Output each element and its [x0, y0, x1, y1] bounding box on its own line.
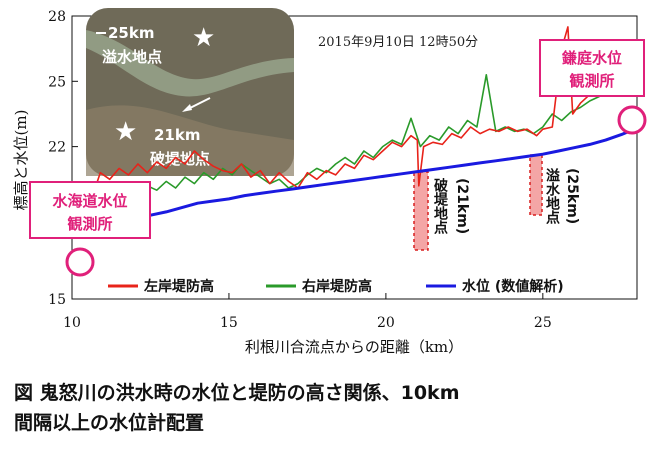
legend-water-level-label: 水位 (数値解析)	[462, 278, 564, 295]
photo-flow-arrowhead	[182, 104, 192, 112]
left-station-callout: 水海道水位 観測所	[29, 181, 151, 277]
x-tick-label: 15	[220, 315, 238, 331]
breach-marker	[413, 171, 429, 251]
star-overflow-icon: ★	[192, 23, 215, 53]
x-axis-label: 利根川合流点からの距離（km）	[245, 338, 463, 356]
photo-breach-km: 21km	[154, 126, 200, 144]
y-axis-label: 標高と水位(m)	[12, 110, 30, 211]
water-level-line	[71, 126, 638, 236]
right-station-callout: 鎌庭水位 観測所	[539, 39, 647, 135]
breach-km-label: (21km)	[454, 178, 470, 234]
overflow-bar	[529, 154, 543, 216]
left-station-line2: 観測所	[67, 215, 112, 233]
figure-caption: 図 鬼怒川の洪水時の水位と堤防の高さ関係、10km 間隔以上の水位計配置	[14, 378, 644, 438]
right-station-line1: 鎌庭水位	[561, 49, 622, 67]
right-station-box	[539, 39, 645, 97]
legend: 左岸堤防高 右岸堤防高 水位 (数値解析)	[108, 278, 564, 295]
star-breach-icon: ★	[114, 117, 137, 147]
right-station-marker	[617, 105, 647, 135]
left-station-line1: 水海道水位	[52, 192, 127, 210]
overflow-km-label: (25km)	[564, 168, 580, 224]
y-tick-label: 28	[48, 9, 66, 25]
breach-label: 破堤地点	[432, 177, 448, 235]
caption-line-1: 図 鬼怒川の洪水時の水位と堤防の高さ関係、10km	[14, 382, 460, 404]
axes: 10 15 20 25 15 22 25 28	[48, 9, 552, 331]
legend-right-bank-label: 右岸堤防高	[301, 278, 372, 295]
y-tick-label: 25	[48, 74, 66, 90]
photo-flood-area	[86, 105, 294, 176]
left-station-box	[29, 181, 151, 239]
photo-overflow-label: 溢水地点	[102, 48, 162, 66]
aerial-photo-inset: 25km 溢水地点 21km 破堤地点 ★ ★	[86, 8, 294, 176]
legend-left-bank-label: 左岸堤防高	[143, 278, 214, 295]
x-tick-label: 25	[534, 315, 552, 331]
chart-date: 2015年9月10日 12時50分	[318, 35, 478, 50]
y-tick-label: 15	[48, 292, 66, 308]
left-bank-height-line	[71, 26, 610, 239]
y-tick-label: 22	[48, 140, 66, 156]
x-tick-label: 10	[63, 315, 81, 331]
chart-canvas: 10 15 20 25 15 22 25 28 25km 溢水地点 21km 破堤地点 ★ ★…	[12, 8, 647, 356]
photo-river	[86, 30, 294, 97]
plot-frame	[71, 15, 638, 300]
x-tick-label: 20	[377, 315, 395, 331]
caption-line-2: 間隔以上の水位計配置	[14, 412, 205, 434]
right-station-line2: 観測所	[569, 72, 614, 90]
photo-overflow-km: 25km	[108, 24, 154, 42]
overflow-marker	[529, 154, 543, 216]
photo-breach-label: 破堤地点	[150, 150, 210, 168]
breach-bar	[413, 171, 429, 251]
series-layer	[71, 26, 638, 239]
overflow-label: 溢水地点	[544, 167, 560, 225]
left-station-marker	[65, 247, 95, 277]
